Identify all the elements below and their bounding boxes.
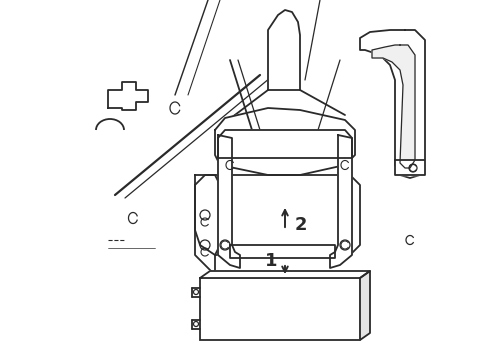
Polygon shape (372, 45, 415, 168)
Polygon shape (200, 271, 370, 278)
Polygon shape (230, 245, 335, 258)
Polygon shape (195, 175, 360, 255)
Text: 1: 1 (265, 252, 277, 270)
Polygon shape (108, 82, 148, 110)
Polygon shape (195, 175, 220, 275)
Polygon shape (268, 10, 300, 90)
Polygon shape (360, 30, 425, 178)
Bar (200, 278, 360, 340)
Polygon shape (215, 108, 355, 175)
Polygon shape (220, 185, 345, 245)
Polygon shape (218, 130, 352, 158)
Polygon shape (218, 135, 240, 268)
Polygon shape (330, 135, 352, 268)
Polygon shape (360, 271, 370, 340)
Polygon shape (395, 160, 425, 175)
Text: 2: 2 (295, 216, 307, 234)
